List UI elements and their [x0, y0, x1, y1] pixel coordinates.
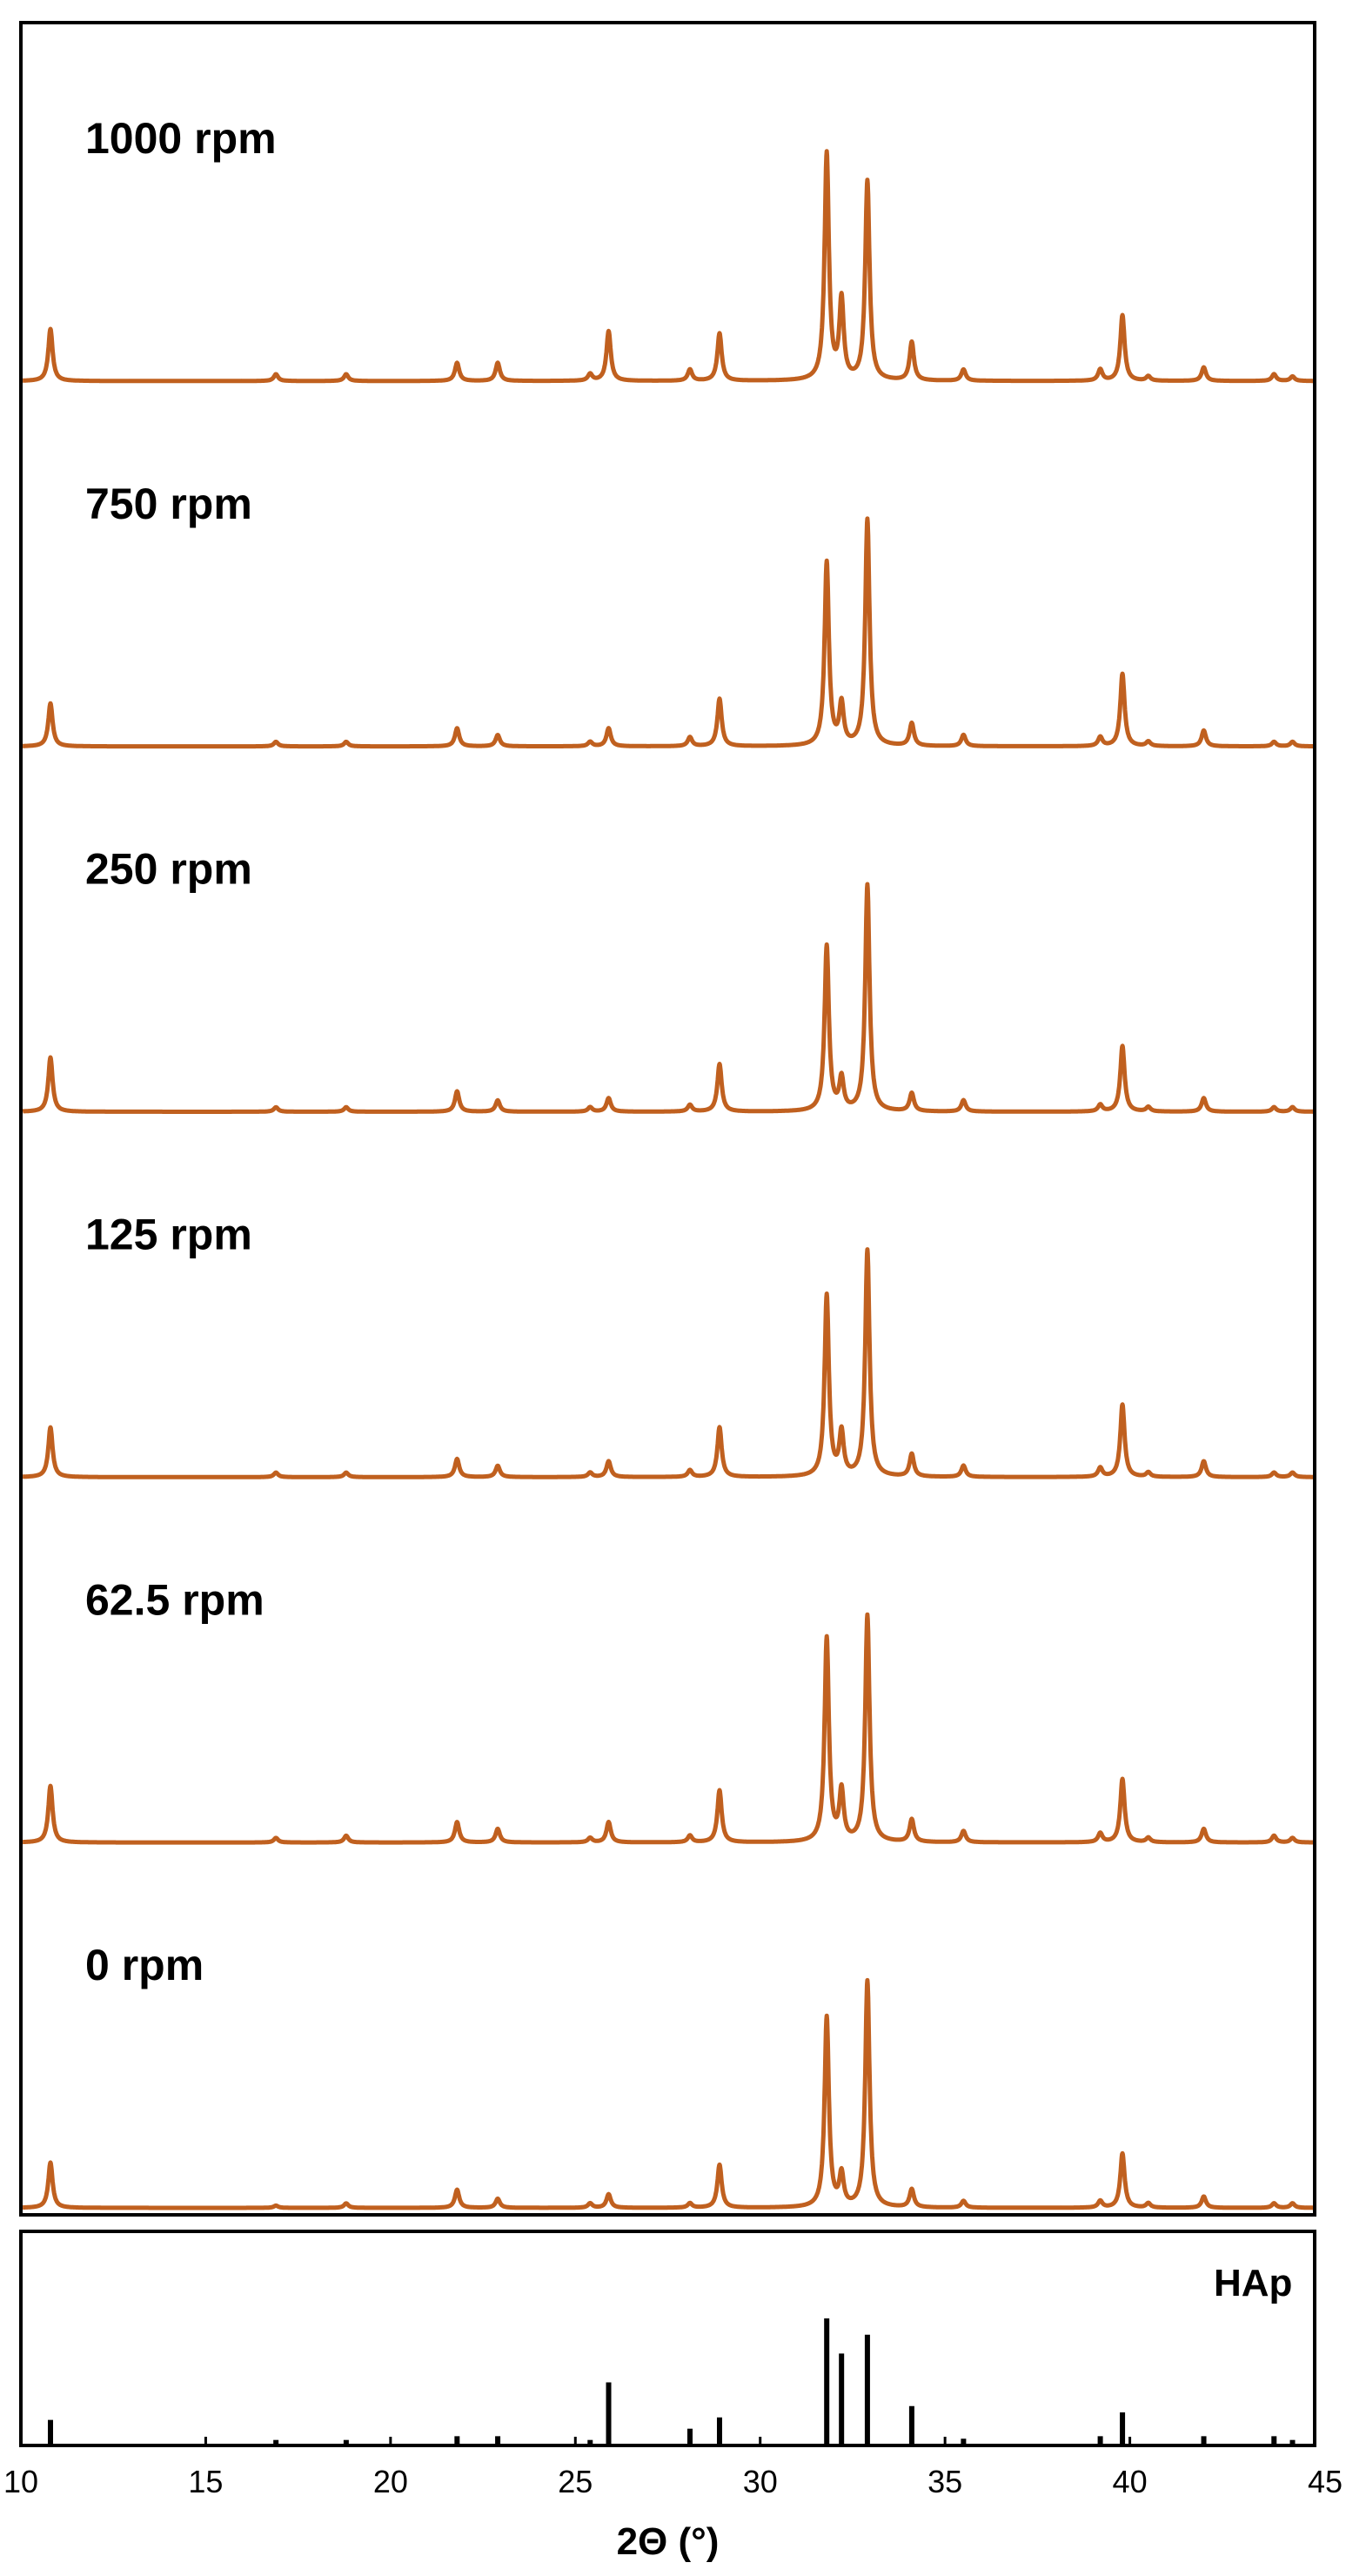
series-label: 0 rpm	[85, 1941, 204, 1989]
pattern-line	[21, 1247, 1317, 1479]
x-tick-label: 20	[373, 2464, 408, 2499]
x-tick-label: 40	[1113, 2464, 1148, 2499]
x-tick-label: 25	[558, 2464, 593, 2499]
series-label: 250 rpm	[85, 845, 252, 894]
series-group: 1000 rpm 750 rpm 250 rpm 125 rpm 62.5 rpm 0 r…	[21, 114, 1317, 2210]
reference-plot-frame	[19, 2230, 1316, 2447]
series-2: 250 rpm	[21, 845, 1317, 1114]
reference-group	[47, 2318, 1296, 2444]
series-label: 750 rpm	[85, 480, 252, 528]
series-4: 62.5 rpm	[21, 1575, 1317, 1845]
x-tick-label: 15	[188, 2464, 223, 2499]
x-tick-label: 45	[1308, 2464, 1343, 2499]
series-label: 1000 rpm	[85, 114, 277, 163]
pattern-line	[21, 516, 1317, 749]
reference-label: HAp	[1214, 2262, 1292, 2304]
series-label: 62.5 rpm	[85, 1575, 265, 1624]
main-plot-frame	[19, 21, 1316, 2217]
pattern-line	[21, 882, 1317, 1114]
pattern-line	[21, 149, 1317, 384]
series-5: 0 rpm	[21, 1941, 1317, 2210]
x-axis-title: 2Θ (°)	[617, 2520, 720, 2563]
series-3: 125 rpm	[21, 1211, 1317, 1479]
x-tick-label: 10	[3, 2464, 38, 2499]
x-axis: 10 15 20 25 30 35 40 45	[3, 2437, 1343, 2499]
series-label: 125 rpm	[85, 1211, 252, 1259]
pattern-line	[21, 1612, 1317, 1845]
series-0: 1000 rpm	[21, 114, 1317, 384]
pattern-line	[21, 1977, 1317, 2210]
x-tick-label: 35	[927, 2464, 962, 2499]
x-tick-label: 30	[743, 2464, 778, 2499]
series-1: 750 rpm	[21, 480, 1317, 749]
